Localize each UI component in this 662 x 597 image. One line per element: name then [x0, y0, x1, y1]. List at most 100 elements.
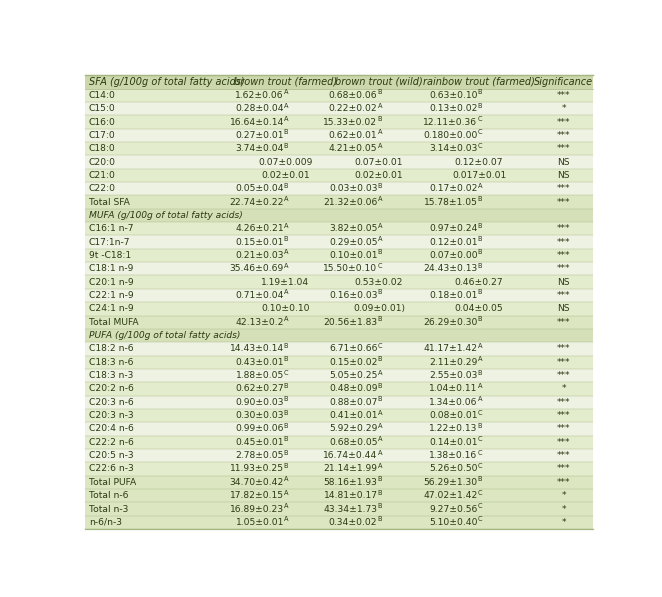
Text: C: C — [477, 130, 482, 136]
Text: C20:2 n-6: C20:2 n-6 — [89, 384, 134, 393]
Text: 14.81±0.17: 14.81±0.17 — [324, 491, 377, 500]
Text: 15.78±1.05: 15.78±1.05 — [424, 198, 477, 207]
Text: ***: *** — [557, 411, 571, 420]
Text: C: C — [477, 503, 482, 509]
Bar — [85, 129, 593, 142]
Text: B: B — [477, 103, 482, 109]
Text: 15.50±0.10: 15.50±0.10 — [323, 264, 377, 273]
Text: 0.13±0.02: 0.13±0.02 — [429, 104, 477, 113]
Text: 1.34±0.06: 1.34±0.06 — [429, 398, 477, 407]
Text: A: A — [284, 103, 289, 109]
Text: 2.78±0.05: 2.78±0.05 — [236, 451, 284, 460]
Text: A: A — [284, 290, 289, 296]
Text: C18:3 n-6: C18:3 n-6 — [89, 358, 134, 367]
Text: 0.07±0.009: 0.07±0.009 — [258, 158, 312, 167]
Text: 0.88±0.07: 0.88±0.07 — [329, 398, 377, 407]
Text: B: B — [377, 516, 382, 522]
Text: 0.08±0.01: 0.08±0.01 — [429, 411, 477, 420]
Text: ***: *** — [557, 264, 571, 273]
Text: Total PUFA: Total PUFA — [89, 478, 136, 487]
Text: 0.63±0.10: 0.63±0.10 — [429, 91, 477, 100]
Text: C16:1 n-7: C16:1 n-7 — [89, 224, 134, 233]
Bar — [85, 115, 593, 129]
Text: B: B — [284, 183, 289, 189]
Text: B: B — [377, 476, 382, 482]
Text: B: B — [477, 290, 482, 296]
Bar — [85, 209, 593, 222]
Bar — [85, 369, 593, 382]
Text: B: B — [377, 356, 382, 362]
Bar — [85, 249, 593, 262]
Text: 1.19±1.04: 1.19±1.04 — [261, 278, 310, 287]
Text: 58.16±1.93: 58.16±1.93 — [324, 478, 377, 487]
Text: C: C — [477, 490, 482, 496]
Text: C: C — [477, 410, 482, 416]
Text: ***: *** — [557, 224, 571, 233]
Text: B: B — [284, 383, 289, 389]
Text: NS: NS — [557, 304, 570, 313]
Bar — [85, 142, 593, 155]
Bar — [85, 356, 593, 369]
Text: B: B — [477, 223, 482, 229]
Text: B: B — [284, 463, 289, 469]
Text: C22:6 n-3: C22:6 n-3 — [89, 464, 134, 473]
Text: ***: *** — [557, 398, 571, 407]
Text: 5.05±0.25: 5.05±0.25 — [329, 371, 377, 380]
Text: A: A — [284, 490, 289, 496]
Bar — [85, 489, 593, 502]
Text: *: * — [561, 518, 566, 527]
Text: A: A — [284, 223, 289, 229]
Text: C17:1n-7: C17:1n-7 — [89, 238, 130, 247]
Text: 0.68±0.05: 0.68±0.05 — [329, 438, 377, 447]
Text: C18:0: C18:0 — [89, 144, 116, 153]
Text: A: A — [284, 316, 289, 322]
Text: A: A — [477, 396, 482, 402]
Text: PUFA (g/100g of total fatty acids): PUFA (g/100g of total fatty acids) — [89, 331, 240, 340]
Text: B: B — [284, 436, 289, 442]
Text: C: C — [477, 116, 482, 122]
Text: 0.43±0.01: 0.43±0.01 — [236, 358, 284, 367]
Text: 9.27±0.56: 9.27±0.56 — [429, 504, 477, 513]
Text: B: B — [477, 90, 482, 96]
Text: B: B — [377, 503, 382, 509]
Text: A: A — [284, 196, 289, 202]
Text: ***: *** — [557, 198, 571, 207]
Text: C: C — [284, 370, 289, 376]
Text: n-6/n-3: n-6/n-3 — [89, 518, 122, 527]
Bar — [85, 75, 593, 89]
Text: 0.45±0.01: 0.45±0.01 — [236, 438, 284, 447]
Text: B: B — [477, 316, 482, 322]
Text: 0.10±0.10: 0.10±0.10 — [261, 304, 310, 313]
Text: 0.30±0.03: 0.30±0.03 — [236, 411, 284, 420]
Text: 0.28±0.04: 0.28±0.04 — [235, 104, 284, 113]
Text: 21.14±1.99: 21.14±1.99 — [324, 464, 377, 473]
Text: SFA (g/100g of total fatty acids): SFA (g/100g of total fatty acids) — [89, 77, 245, 87]
Text: 15.33±0.02: 15.33±0.02 — [323, 118, 377, 127]
Bar — [85, 329, 593, 342]
Text: 3.14±0.03: 3.14±0.03 — [429, 144, 477, 153]
Text: 0.14±0.01: 0.14±0.01 — [429, 438, 477, 447]
Text: MUFA (g/100g of total fatty acids): MUFA (g/100g of total fatty acids) — [89, 211, 243, 220]
Text: C20:3 n-3: C20:3 n-3 — [89, 411, 134, 420]
Text: C22:1 n-9: C22:1 n-9 — [89, 291, 134, 300]
Text: 0.10±0.01: 0.10±0.01 — [329, 251, 377, 260]
Text: ***: *** — [557, 451, 571, 460]
Bar — [85, 262, 593, 275]
Text: brown trout (farmed): brown trout (farmed) — [234, 77, 337, 87]
Text: ***: *** — [557, 344, 571, 353]
Text: ***: *** — [557, 91, 571, 100]
Text: 0.15±0.01: 0.15±0.01 — [236, 238, 284, 247]
Text: A: A — [377, 236, 382, 242]
Text: 0.48±0.09: 0.48±0.09 — [329, 384, 377, 393]
Text: A: A — [377, 463, 382, 469]
Text: 0.41±0.01: 0.41±0.01 — [329, 411, 377, 420]
Text: 42.13±0.2: 42.13±0.2 — [236, 318, 284, 327]
Text: C18:1 n-9: C18:1 n-9 — [89, 264, 133, 273]
Text: 56.29±1.30: 56.29±1.30 — [424, 478, 477, 487]
Text: A: A — [477, 183, 482, 189]
Text: B: B — [477, 263, 482, 269]
Text: 0.90±0.03: 0.90±0.03 — [236, 398, 284, 407]
Text: ***: *** — [557, 184, 571, 193]
Text: 0.09±0.01): 0.09±0.01) — [353, 304, 405, 313]
Text: ***: *** — [557, 318, 571, 327]
